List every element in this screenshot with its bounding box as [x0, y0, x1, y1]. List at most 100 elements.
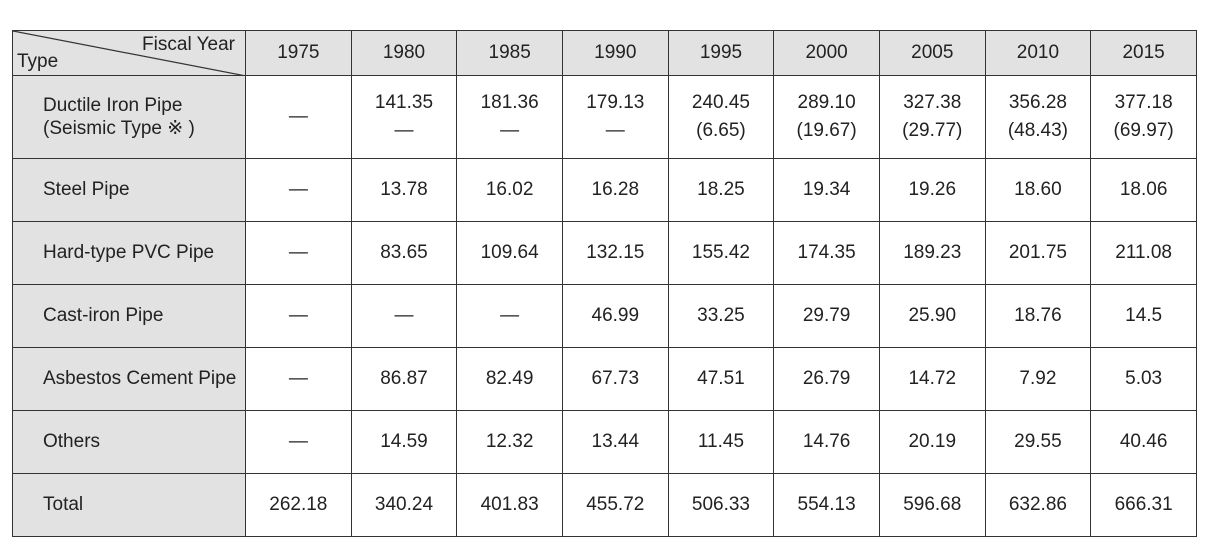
table-row: Others — 14.59 12.32 13.44 11.45 14.76 20.19 29.…	[12, 410, 1197, 474]
cell: 327.38 (29.77)	[878, 75, 986, 159]
cell: 12.32	[456, 410, 563, 474]
cell-value: 19.34	[802, 179, 851, 200]
cell: 189.23	[878, 221, 986, 285]
cell: —	[456, 284, 563, 348]
cell: 82.49	[456, 347, 563, 411]
cell-value: 401.83	[480, 494, 539, 515]
year-header: 1985	[456, 30, 563, 76]
cell: 11.45	[667, 410, 775, 474]
cell: 14.76	[773, 410, 880, 474]
cell-subvalue: (29.77)	[902, 120, 963, 141]
cell: 7.92	[984, 347, 1092, 411]
cell-value: 13.44	[591, 431, 640, 452]
year-header: 1995	[667, 30, 775, 76]
cell: —	[245, 347, 352, 411]
cell-value: 40.46	[1119, 431, 1168, 452]
cell: 13.44	[561, 410, 669, 474]
cell: 18.76	[984, 284, 1092, 348]
cell-value: 13.78	[380, 179, 428, 200]
cell-subvalue: —	[394, 120, 414, 141]
cell-value: 596.68	[903, 494, 962, 515]
cell-value: 506.33	[691, 494, 751, 515]
cell-value: 377.18	[1114, 92, 1173, 113]
cell: 506.33	[667, 473, 775, 537]
cell: —	[245, 221, 352, 285]
cell: 201.75	[984, 221, 1092, 285]
cell-value: 86.87	[380, 368, 428, 389]
row-label-text: Ductile Iron Pipe	[43, 94, 183, 116]
cell: —	[245, 158, 352, 222]
year-header: 1990	[561, 30, 669, 76]
cell: 141.35 —	[350, 75, 458, 159]
cell-value: 356.28	[1008, 92, 1067, 113]
table-row: Total 262.18 340.24 401.83 455.72 506.33 554.1…	[12, 473, 1197, 537]
cell: 25.90	[878, 284, 986, 348]
row-label: Total	[12, 473, 246, 537]
row-label-text: Cast-iron Pipe	[43, 305, 164, 326]
cell: 262.18	[245, 473, 352, 537]
cell: 20.19	[878, 410, 986, 474]
cell-value: 18.25	[697, 179, 745, 200]
cell-value: —	[288, 179, 308, 200]
cell-value: 14.5	[1125, 305, 1163, 326]
cell: 401.83	[456, 473, 563, 537]
year-header: 1975	[245, 30, 352, 76]
cell-value: 5.03	[1125, 368, 1163, 389]
cell-subvalue: —	[500, 120, 520, 141]
cell-value: 141.35	[374, 92, 434, 113]
row-label-text: Total	[43, 494, 84, 515]
cell-value: 155.42	[691, 242, 751, 263]
cell-subvalue: (6.65)	[696, 120, 746, 141]
cell: 356.28 (48.43)	[984, 75, 1092, 159]
table-row: Steel Pipe — 13.78 16.02 16.28 18.25 19.34 19.2…	[12, 158, 1197, 222]
cell: 666.31	[1090, 473, 1197, 537]
cell-value: 201.75	[1008, 242, 1067, 263]
cell-value: 18.76	[1014, 305, 1062, 326]
row-label-text: Asbestos Cement Pipe	[43, 368, 237, 389]
cell: 40.46	[1090, 410, 1197, 474]
cell: 29.79	[773, 284, 880, 348]
row-label: Cast-iron Pipe	[12, 284, 246, 348]
cell: 5.03	[1090, 347, 1197, 411]
year-header: 2005	[878, 30, 986, 76]
cell: 14.72	[878, 347, 986, 411]
cell: 16.28	[561, 158, 669, 222]
row-label-text: Others	[43, 431, 101, 452]
cell: 46.99	[561, 284, 669, 348]
cell-value: 29.79	[802, 305, 851, 326]
cell: 19.34	[773, 158, 880, 222]
cell-value: —	[288, 368, 308, 389]
cell-value: 455.72	[586, 494, 645, 515]
cell-value: —	[288, 242, 308, 263]
corner-cell: Fiscal Year Type	[12, 30, 246, 76]
table-row: Ductile Iron Pipe (Seismic Type ※ ) —141.3…	[12, 75, 1197, 159]
cell: 13.78	[350, 158, 458, 222]
cell-value: —	[288, 431, 308, 452]
cell: —	[245, 284, 352, 348]
cell-value: 14.76	[802, 431, 851, 452]
row-label-text: Hard-type PVC Pipe	[43, 242, 215, 263]
row-label-text: Steel Pipe	[43, 179, 130, 200]
cell-value: —	[500, 305, 520, 326]
cell: —	[245, 410, 352, 474]
cell: 174.35	[773, 221, 880, 285]
cell-value: 7.92	[1019, 368, 1057, 389]
fiscal-year-label: Fiscal Year	[142, 34, 235, 55]
cell-value: 16.02	[485, 179, 534, 200]
cell-value: 82.49	[485, 368, 534, 389]
cell-value: 14.72	[908, 368, 957, 389]
cell: 19.26	[878, 158, 986, 222]
table-row: Cast-iron Pipe — — — 46.99 33.25 29.79 25.90 18.…	[12, 284, 1197, 348]
cell-value: 132.15	[586, 242, 645, 263]
year-header: 2000	[773, 30, 880, 76]
cell: 29.55	[984, 410, 1092, 474]
cell-value: 18.60	[1014, 179, 1062, 200]
cell-value: 240.45	[691, 92, 751, 113]
cell: 18.60	[984, 158, 1092, 222]
cell-subvalue: (19.67)	[796, 120, 857, 141]
cell: —	[245, 75, 352, 159]
cell: 181.36 —	[456, 75, 563, 159]
cell: 18.25	[667, 158, 775, 222]
cell-value: 211.08	[1115, 242, 1172, 263]
